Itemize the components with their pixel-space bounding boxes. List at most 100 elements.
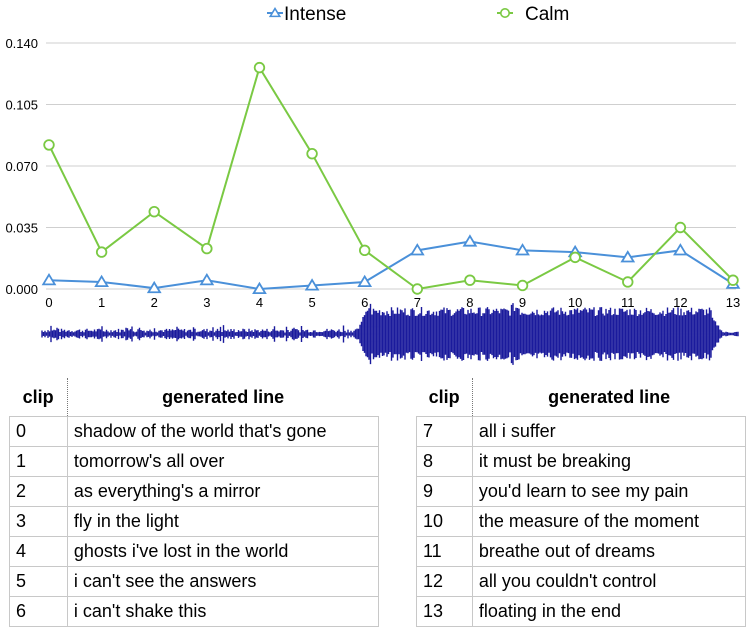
clip-number: 7 xyxy=(416,416,473,447)
calm-data-point xyxy=(622,276,634,288)
calm-data-point xyxy=(43,139,55,151)
x-tick-label: 5 xyxy=(308,295,315,310)
waveform-path xyxy=(41,303,739,365)
generated-line: fly in the light xyxy=(66,506,380,537)
table-row: 3 fly in the light xyxy=(9,506,380,537)
y-tick-label: 0.070 xyxy=(5,159,38,174)
column-header-generated-line: generated line xyxy=(162,386,285,407)
y-tick-label: 0.035 xyxy=(5,221,38,236)
clip-number: 8 xyxy=(416,446,473,477)
clip-number: 10 xyxy=(416,506,473,537)
intense-data-point xyxy=(409,243,425,256)
grid-lines xyxy=(46,42,736,290)
table-row: 1 tomorrow's all over xyxy=(9,446,380,477)
legend: Intense Calm xyxy=(267,4,569,25)
x-tick-label: 13 xyxy=(726,295,740,310)
intense-data-point xyxy=(94,274,109,287)
x-tick-label: 7 xyxy=(414,295,421,310)
calm-series-line xyxy=(48,65,734,291)
x-tick-label: 0 xyxy=(45,295,52,310)
clip-number: 1 xyxy=(9,446,68,477)
intense-series-line xyxy=(48,240,734,291)
lyrics-table-right: clip generated line 7 all i suffer 8 it mus… xyxy=(416,378,747,627)
calm-data-point xyxy=(569,251,581,264)
generated-line: tomorrow's all over xyxy=(66,446,380,477)
x-tick-label: 4 xyxy=(256,295,263,310)
table-row: 12 all you couldn't control xyxy=(416,566,747,597)
x-tick-label: 12 xyxy=(673,295,687,310)
column-header-clip: clip xyxy=(416,378,473,417)
table-row: 13 floating in the end xyxy=(416,596,747,627)
generated-line: i can't see the answers xyxy=(66,566,380,597)
calm-data-point xyxy=(95,246,108,258)
table-row: 2 as everything's a mirror xyxy=(9,476,380,507)
intense-data-point xyxy=(673,243,688,256)
y-tick-label: 0.000 xyxy=(5,282,38,297)
calm-data-point xyxy=(516,279,529,292)
y-tick-label: 0.105 xyxy=(5,98,38,113)
intense-data-point xyxy=(41,272,57,286)
x-tick-label: 10 xyxy=(568,295,582,310)
audio-waveform xyxy=(41,303,739,365)
calm-data-point xyxy=(411,283,424,295)
generated-line: as everything's a mirror xyxy=(66,476,380,507)
clip-number: 9 xyxy=(416,476,473,507)
table-row: 10 the measure of the moment xyxy=(416,506,747,537)
intense-data-point xyxy=(462,234,478,247)
clip-number: 11 xyxy=(416,536,473,567)
table-row: 7 all i suffer xyxy=(416,416,747,447)
generated-line: shadow of the world that's gone xyxy=(66,416,380,447)
calm-data-point xyxy=(358,244,371,257)
calm-data-point xyxy=(306,147,318,160)
calm-data-point xyxy=(201,242,213,255)
intense-data-point xyxy=(304,278,320,291)
intense-data-point xyxy=(357,274,373,287)
intense-data-point xyxy=(146,280,162,294)
lyrics-table-left: clip generated line 0 shadow of the world… xyxy=(9,378,380,627)
generated-line: breathe out of dreams xyxy=(471,536,747,567)
generated-line: floating in the end xyxy=(471,596,747,627)
generated-line: i can't shake this xyxy=(66,596,380,627)
clip-number: 13 xyxy=(416,596,473,627)
clip-number: 12 xyxy=(416,566,473,597)
intense-data-point xyxy=(199,272,215,286)
x-tick-label: 1 xyxy=(98,295,105,310)
x-tick-label: 3 xyxy=(203,295,210,310)
y-tick-labels: 0.000 0.035 0.070 0.105 0.140 xyxy=(5,36,38,297)
calm-data-point xyxy=(674,221,687,234)
calm-data-point xyxy=(464,274,476,286)
generated-line: the measure of the moment xyxy=(471,506,747,537)
legend-label: Calm xyxy=(525,4,569,25)
x-tick-label: 9 xyxy=(519,295,526,310)
generated-line: all i suffer xyxy=(471,416,747,447)
x-tick-label: 6 xyxy=(361,295,368,310)
table-row: 8 it must be breaking xyxy=(416,446,747,477)
column-header-clip: clip xyxy=(9,378,68,417)
x-tick-label: 11 xyxy=(621,295,635,310)
legend-label: Intense xyxy=(284,4,346,25)
x-tick-label: 8 xyxy=(466,295,473,310)
generated-line: it must be breaking xyxy=(471,446,747,477)
calm-data-point xyxy=(727,274,739,286)
table-row: 4 ghosts i've lost in the world xyxy=(9,536,380,567)
table-row: 0 shadow of the world that's gone xyxy=(9,416,380,447)
clip-number: 4 xyxy=(9,536,68,567)
intense-data-point xyxy=(620,250,636,263)
intense-data-point xyxy=(252,281,267,295)
intense-data-point xyxy=(515,243,530,256)
clip-number: 3 xyxy=(9,506,68,537)
clip-number: 6 xyxy=(9,596,68,627)
generated-line: you'd learn to see my pain xyxy=(471,476,747,507)
calm-data-point xyxy=(253,61,266,74)
x-tick-labels: 0 1 2 3 4 5 6 7 8 9 10 11 12 13 xyxy=(45,295,740,310)
clip-number: 0 xyxy=(9,416,68,447)
series-lines xyxy=(41,61,741,295)
clip-number: 2 xyxy=(9,476,68,507)
calm-data-point xyxy=(148,205,160,218)
clip-number: 5 xyxy=(9,566,68,597)
table-row: 11 breathe out of dreams xyxy=(416,536,747,567)
x-tick-label: 2 xyxy=(151,295,158,310)
